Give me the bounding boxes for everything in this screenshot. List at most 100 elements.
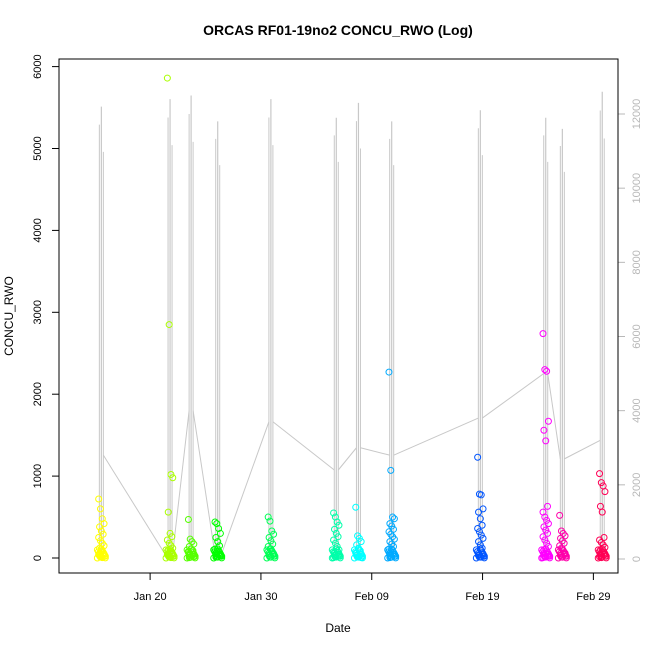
- data-point-RF04: [212, 534, 220, 542]
- data-point-RF06: [330, 509, 338, 517]
- data-point-RF05: [264, 513, 272, 521]
- data-point-RF09: [477, 491, 485, 499]
- data-point-RF01: [100, 520, 108, 528]
- connector-line: [219, 421, 270, 560]
- data-point-RF04: [212, 551, 220, 559]
- connector-line: [171, 410, 190, 560]
- data-point-RF07: [357, 538, 365, 546]
- data-lines: [98, 91, 605, 560]
- data-point-RF12: [596, 551, 604, 559]
- data-points: [93, 74, 610, 562]
- data-point-RF04: [213, 520, 221, 528]
- data-point-RF05: [265, 551, 273, 559]
- data-point-RF12: [596, 470, 604, 478]
- data-point-RF11: [556, 551, 564, 559]
- y-tick-label: 1000: [32, 464, 44, 488]
- data-point-RF03: [185, 551, 193, 559]
- data-point-RF06: [334, 533, 342, 541]
- data-point-RF07: [352, 503, 360, 511]
- data-point-RF10: [543, 367, 551, 375]
- data-point-RF04: [214, 538, 222, 546]
- y-tick-label: 6000: [32, 54, 44, 78]
- data-point-RF01: [96, 523, 104, 531]
- data-point-RF02: [164, 508, 172, 516]
- connector-line: [393, 417, 479, 456]
- y-tick-label: 4000: [32, 218, 44, 242]
- data-point-RF06: [335, 521, 343, 529]
- y2-tick-label: 6000: [631, 324, 643, 348]
- data-point-RF10: [541, 366, 549, 374]
- x-axis-label: Date: [325, 621, 351, 635]
- data-point-RF08: [390, 550, 398, 558]
- data-point-RF02: [168, 533, 176, 541]
- x-tick-label: Feb 09: [355, 591, 389, 603]
- data-point-RF07: [356, 550, 364, 558]
- data-point-RF02: [165, 321, 173, 329]
- data-point-RF09: [476, 515, 484, 523]
- data-point-RF07: [352, 551, 360, 559]
- x-tick-label: Jan 20: [134, 591, 167, 603]
- data-point-RF01: [99, 530, 107, 538]
- data-point-RF06: [330, 525, 338, 533]
- x-tick-label: Feb 29: [576, 591, 610, 603]
- data-point-RF09: [479, 505, 487, 513]
- data-point-RF09: [478, 550, 486, 558]
- data-point-RF09: [474, 551, 482, 559]
- data-point-RF10: [544, 529, 552, 537]
- data-point-RF10: [542, 437, 550, 445]
- connector-line: [547, 373, 561, 459]
- data-point-RF09: [479, 534, 487, 542]
- data-point-RF01: [98, 515, 106, 523]
- data-point-RF04: [216, 550, 224, 558]
- data-point-RF09: [474, 453, 482, 461]
- data-point-RF06: [334, 550, 342, 558]
- data-point-RF10: [539, 330, 547, 338]
- connector-line: [564, 439, 601, 460]
- data-point-RF12: [601, 488, 609, 496]
- data-point-RF05: [269, 550, 277, 558]
- data-point-RF10: [544, 417, 552, 425]
- data-point-RF02: [169, 474, 177, 482]
- data-point-RF08: [390, 515, 398, 523]
- data-point-RF08: [386, 551, 394, 559]
- data-point-RF02: [168, 550, 176, 558]
- data-point-RF01: [95, 551, 103, 559]
- data-point-RF08: [389, 513, 397, 521]
- data-point-RF05: [270, 530, 278, 538]
- axes: 0 1000 2000 3000 4000 5000 6000 0 2000 4000 6000 80…: [32, 54, 643, 603]
- y-tick-label: 3000: [32, 300, 44, 324]
- y2-tick-label: 12000: [631, 99, 643, 130]
- data-point-RF10: [540, 551, 548, 559]
- connector-line: [337, 447, 357, 471]
- data-point-RF11: [560, 550, 568, 558]
- data-point-RF01: [96, 505, 104, 513]
- chart-title: ORCAS RF01-19no2 CONCU_RWO (Log): [203, 22, 473, 38]
- data-point-RF09: [478, 521, 486, 529]
- y-tick-label: 0: [32, 555, 44, 561]
- data-point-RF03: [189, 550, 197, 558]
- data-point-RF03: [184, 516, 192, 524]
- data-point-RF01: [99, 550, 107, 558]
- data-point-RF01: [95, 495, 103, 503]
- y-axis-label: CONCU_RWO: [2, 276, 16, 356]
- data-point-RF06: [330, 551, 338, 559]
- y2-tick-label: 4000: [631, 398, 643, 422]
- data-point-RF02: [163, 74, 171, 82]
- data-point-RF08: [385, 368, 393, 376]
- data-point-RF05: [266, 517, 274, 525]
- data-point-RF02: [164, 551, 172, 559]
- data-point-RF04: [216, 529, 224, 537]
- y2-tick-label: 2000: [631, 473, 643, 497]
- y-tick-label: 5000: [32, 136, 44, 160]
- x-tick-label: Feb 19: [465, 591, 499, 603]
- data-point-RF10: [539, 508, 547, 516]
- data-point-RF06: [331, 513, 339, 521]
- data-point-RF10: [544, 550, 552, 558]
- data-point-RF08: [387, 466, 395, 474]
- y2-tick-label: 8000: [631, 250, 643, 274]
- data-point-RF12: [600, 550, 608, 558]
- data-point-RF09: [475, 508, 483, 516]
- data-point-RF10: [544, 502, 552, 510]
- data-point-RF11: [556, 511, 564, 519]
